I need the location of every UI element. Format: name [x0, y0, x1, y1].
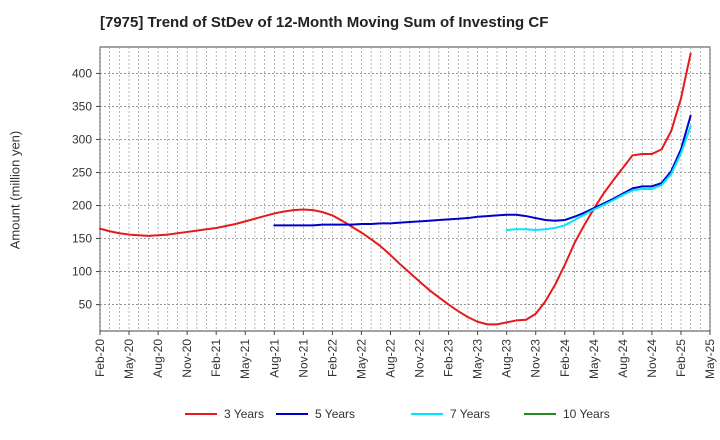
chart-title: [7975] Trend of StDev of 12-Month Moving… [100, 14, 549, 31]
x-tick-label: May-25 [703, 339, 717, 379]
x-tick-label: May-22 [354, 339, 368, 379]
y-tick-label: 100 [72, 265, 92, 279]
y-tick-label: 50 [79, 298, 93, 312]
x-tick-label: Aug-23 [500, 339, 514, 378]
y-axis: 50 100 150 200 250 300 350 400 [72, 66, 100, 312]
x-tick-label: Feb-23 [442, 339, 456, 377]
x-tick-label: Nov-23 [529, 339, 543, 378]
series-line-5-years [273, 114, 692, 227]
x-tick-label: May-20 [122, 339, 136, 379]
x-tick-label: Aug-24 [616, 339, 630, 378]
legend-label: 7 Years [450, 407, 490, 421]
legend-label: 10 Years [563, 407, 610, 421]
plot-area [99, 46, 711, 332]
y-tick-label: 300 [72, 132, 92, 146]
x-tick-label: Nov-21 [296, 339, 310, 378]
y-tick-label: 200 [72, 199, 92, 213]
x-tick-label: Aug-21 [267, 339, 281, 378]
x-tick-label: Nov-20 [180, 339, 194, 378]
x-tick-label: Feb-20 [93, 339, 107, 377]
grid-lines [99, 47, 711, 331]
x-tick-label: May-23 [471, 339, 485, 379]
series-line-3-years [99, 52, 692, 326]
y-tick-label: 400 [72, 66, 92, 80]
y-tick-label: 250 [72, 165, 92, 179]
x-tick-label: May-24 [587, 339, 601, 379]
legend: 3 Years 5 Years 7 Years 10 Years [185, 407, 610, 421]
x-tick-label: Feb-24 [558, 339, 572, 377]
x-tick-label: Feb-21 [209, 339, 223, 377]
x-tick-label: Nov-24 [645, 339, 659, 378]
x-tick-label: Feb-25 [674, 339, 688, 377]
series-line-7-years [505, 125, 692, 231]
x-tick-label: May-21 [238, 339, 252, 379]
plot-border [99, 46, 711, 332]
y-tick-label: 350 [72, 99, 92, 113]
x-axis: Feb-20 May-20 Aug-20 Nov-20 Feb-21 May-21 Aug-… [93, 331, 717, 379]
x-tick-label: Nov-22 [413, 339, 427, 378]
legend-label: 5 Years [315, 407, 355, 421]
x-tick-label: Aug-20 [151, 339, 165, 378]
x-tick-label: Aug-22 [383, 339, 397, 378]
series-lines [99, 52, 692, 326]
y-tick-label: 150 [72, 232, 92, 246]
legend-label: 3 Years [224, 407, 264, 421]
x-tick-label: Feb-22 [325, 339, 339, 377]
